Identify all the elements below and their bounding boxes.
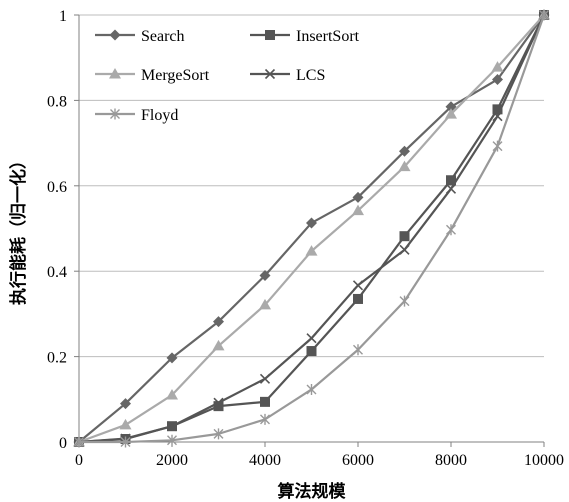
data-point-mergesort	[491, 61, 504, 72]
data-point-mergesort	[352, 204, 364, 216]
legend-label: LCS	[296, 67, 325, 84]
legend-label: Search	[141, 28, 185, 45]
data-point-floyd	[74, 436, 84, 448]
x-axis-title: 算法规模	[277, 481, 347, 501]
data-point-floyd	[539, 9, 549, 21]
y-tick-label: 0	[59, 435, 67, 452]
data-point-search	[166, 352, 178, 364]
data-point-floyd	[306, 383, 317, 395]
data-point-lcs	[445, 183, 457, 194]
legend-marker-mergesort	[109, 68, 121, 79]
data-point-floyd	[399, 295, 410, 307]
data-point-lcs	[352, 280, 364, 291]
data-point-search	[492, 73, 503, 85]
data-point-insertsort	[306, 346, 317, 357]
legend-marker-search	[109, 29, 121, 41]
x-tick-label: 6000	[342, 452, 374, 469]
legend-label: Floyd	[141, 107, 178, 124]
y-tick-label: 0.2	[47, 350, 67, 367]
legend-item-insertsort: InsertSort	[250, 28, 360, 45]
gridlines	[79, 14, 544, 358]
legend-label: InsertSort	[296, 28, 360, 45]
x-tick-label: 4000	[249, 452, 281, 469]
x-tick-label: 2000	[156, 452, 188, 469]
data-point-mergesort	[119, 418, 132, 430]
y-tick-label: 0.4	[47, 264, 67, 281]
data-point-search	[213, 316, 224, 328]
data-point-lcs	[259, 373, 271, 384]
legend-label: MergeSort	[141, 67, 210, 84]
data-point-mergesort	[445, 108, 457, 119]
data-point-lcs	[166, 421, 178, 432]
legend-marker-floyd	[110, 108, 120, 120]
data-point-search	[399, 145, 410, 157]
legend-marker-lcs	[264, 68, 276, 80]
data-point-search	[259, 269, 271, 281]
data-point-search	[120, 398, 131, 410]
tick-labels: 0 2000 4000 6000 8000 10000 0 0.2 0.4 0.6 0.8 1	[47, 8, 564, 469]
x-tick-label: 0	[75, 452, 83, 469]
legend-marker-insertsort	[265, 30, 275, 40]
data-point-lcs	[492, 111, 503, 122]
y-tick-label: 0.8	[47, 93, 67, 110]
legend-item-mergesort: MergeSort	[95, 67, 210, 84]
legend-item-search: Search	[95, 28, 185, 45]
legend-item-floyd: Floyd	[95, 107, 178, 124]
data-point-floyd	[446, 224, 456, 236]
data-point-insertsort	[213, 401, 224, 412]
data-point-floyd	[213, 428, 224, 440]
y-axis-title: 执行能耗（归一化）	[8, 152, 28, 305]
data-point-lcs	[213, 397, 224, 408]
data-point-floyd	[260, 413, 270, 425]
data-point-floyd	[167, 434, 177, 446]
data-point-search	[306, 217, 317, 229]
data-point-mergesort	[259, 298, 271, 310]
data-point-insertsort	[399, 231, 410, 242]
series-floyd	[74, 9, 549, 448]
data-point-mergesort	[166, 389, 178, 400]
data-point-search	[445, 101, 457, 113]
data-point-floyd	[353, 344, 363, 356]
data-point-floyd	[492, 140, 503, 152]
data-point-mergesort	[398, 160, 411, 172]
data-point-insertsort	[260, 396, 270, 407]
data-point-mergesort	[305, 245, 318, 256]
data-point-insertsort	[446, 175, 456, 186]
x-tick-label: 8000	[435, 452, 467, 469]
legend: Search InsertSort MergeSort LCS Floyd	[95, 28, 360, 124]
data-point-insertsort	[353, 293, 363, 304]
data-point-lcs	[306, 333, 317, 344]
data-point-lcs	[399, 244, 410, 255]
series-group	[73, 9, 550, 448]
y-tick-label: 1	[59, 8, 67, 25]
legend-item-lcs: LCS	[250, 67, 325, 84]
data-point-floyd	[120, 436, 131, 448]
data-point-search	[352, 191, 364, 203]
y-tick-label: 0.6	[47, 179, 67, 196]
data-point-insertsort	[492, 104, 503, 115]
x-tick-label: 10000	[524, 452, 564, 469]
data-point-mergesort	[212, 339, 225, 351]
